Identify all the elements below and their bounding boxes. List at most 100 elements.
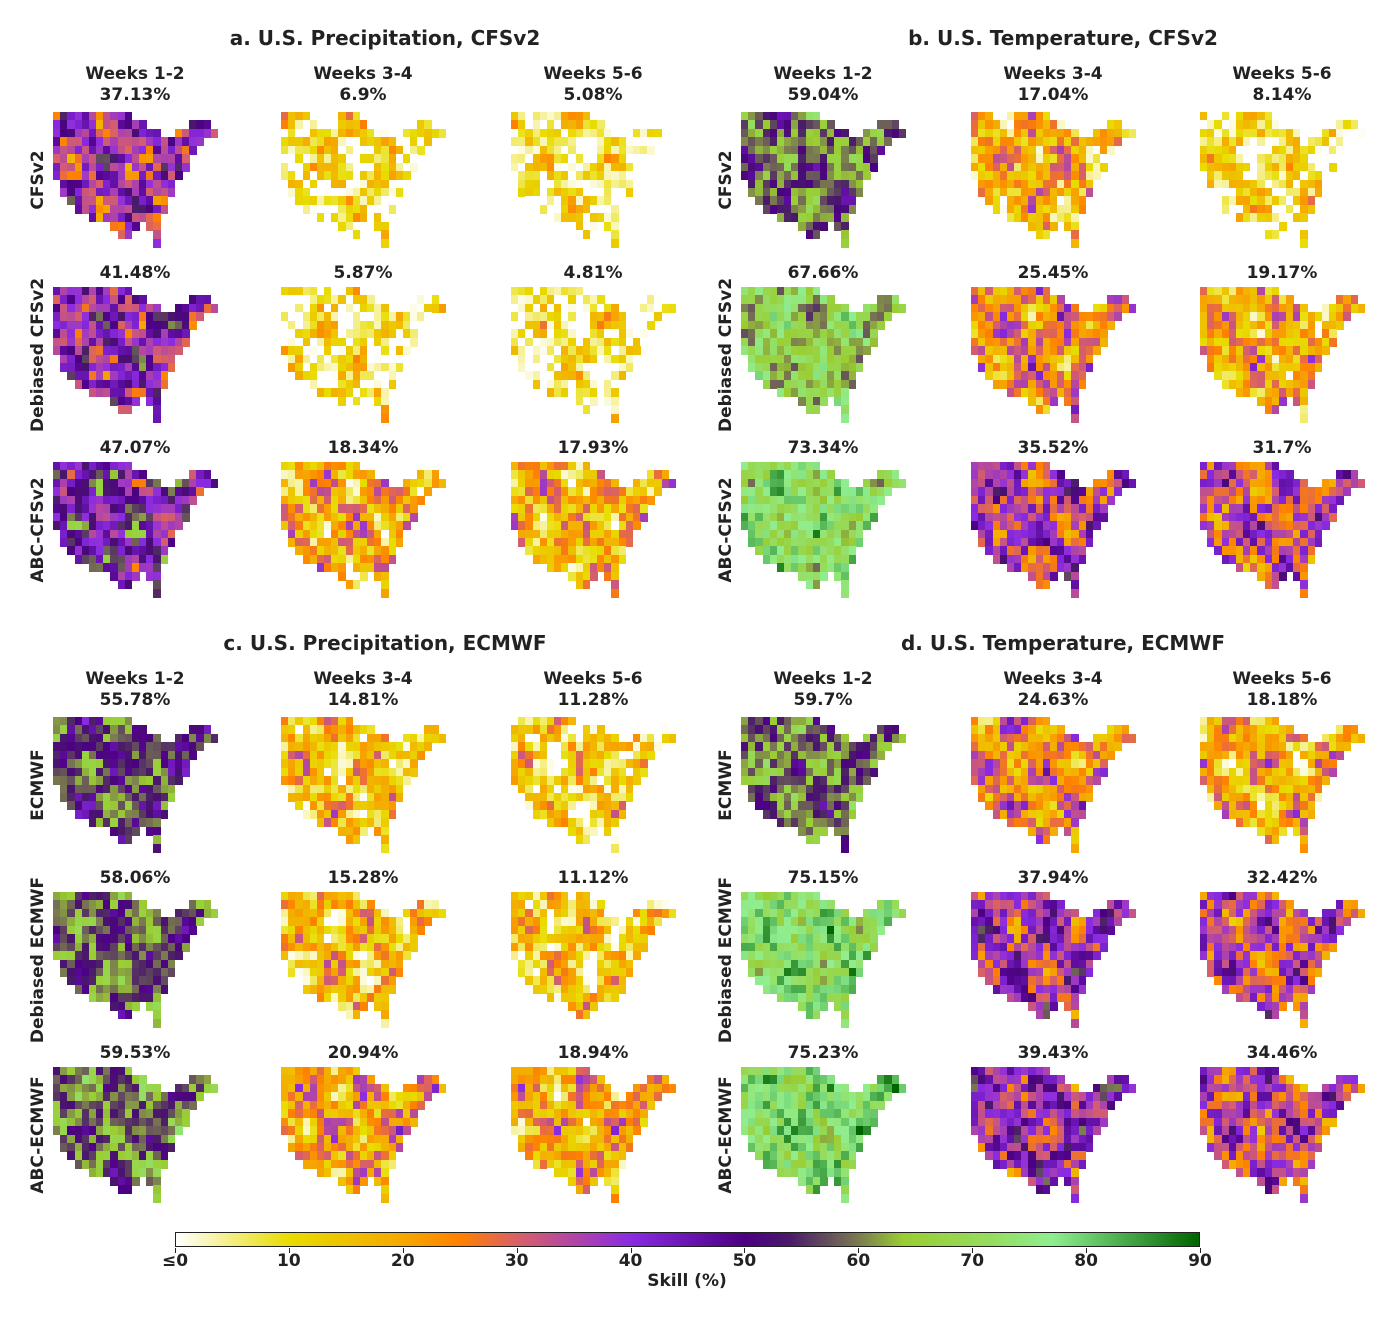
map-cell (589, 120, 598, 130)
map-cell (367, 204, 375, 214)
map-cell (597, 295, 605, 305)
map-cell (81, 295, 90, 305)
map-cell (60, 287, 68, 296)
map-cell (67, 179, 76, 189)
map-cell (359, 196, 368, 206)
map-cell (539, 204, 548, 214)
map-cell (67, 371, 76, 381)
map-cell (1321, 521, 1330, 530)
map-cell (117, 388, 126, 398)
map-cell (812, 580, 821, 590)
map-cell (324, 371, 332, 381)
map-cell (295, 187, 304, 197)
map-cell (302, 354, 311, 364)
map-cell (131, 137, 140, 147)
map-cell (103, 154, 111, 164)
map-cell (589, 329, 598, 339)
map-cell (167, 504, 176, 514)
map-cell (160, 984, 169, 994)
map-cell (654, 742, 663, 752)
map-cell (288, 470, 296, 480)
map-cell (589, 204, 598, 214)
map-cell (324, 362, 332, 372)
map-cell (532, 354, 541, 364)
map-cell (640, 329, 648, 339)
map-cell (359, 312, 368, 322)
map-cell (338, 221, 347, 231)
map-cell (124, 128, 133, 138)
map-cell (359, 470, 368, 480)
map-cell (554, 204, 562, 214)
map-cell (618, 187, 627, 197)
map-cell (96, 478, 104, 488)
map-cell (302, 346, 311, 355)
map-cell (352, 379, 361, 389)
map-cell (316, 329, 325, 339)
map-cell (139, 388, 147, 398)
map-cell (324, 287, 332, 296)
map-cell (359, 187, 368, 197)
map-cell (174, 320, 183, 330)
map-cell (546, 162, 555, 172)
map-cell (295, 179, 304, 189)
map-cell (589, 196, 598, 206)
skill-map (53, 112, 219, 248)
map-cell (582, 337, 591, 347)
map-cell (309, 145, 318, 155)
map-cell (554, 162, 562, 172)
map-cell (81, 462, 90, 471)
map-cell (295, 145, 304, 155)
map-cell (131, 546, 140, 556)
map-cell (309, 112, 318, 121)
map-cell (568, 145, 577, 155)
map-cell (518, 312, 526, 322)
map-cell (309, 295, 318, 305)
map-cell (575, 396, 584, 406)
map-cell (331, 379, 339, 389)
map-cell (174, 128, 183, 138)
map-cell (88, 154, 97, 164)
map-cell (884, 312, 893, 322)
map-cell (518, 179, 526, 189)
map-cell (153, 487, 162, 497)
map-cell (103, 120, 111, 130)
map-cell (511, 137, 519, 147)
map-cell (309, 346, 318, 355)
map-cell (575, 162, 584, 172)
map-cell (146, 521, 154, 530)
map-cell (532, 112, 541, 121)
map-cell (288, 312, 296, 322)
map-cell (518, 137, 526, 147)
map-cell (60, 112, 68, 121)
row-label: Debiased ECMWF (28, 876, 48, 1044)
map-cell (582, 329, 591, 339)
map-cell (374, 179, 382, 189)
map-cell (1071, 413, 1080, 423)
skill-value: 17.04% (1017, 85, 1089, 105)
map-cell (288, 329, 296, 339)
map-cell (96, 312, 104, 322)
map-cell (338, 171, 347, 180)
map-cell (345, 388, 354, 398)
map-cell (582, 303, 591, 313)
map-cell (1049, 396, 1058, 406)
map-cell (424, 312, 433, 322)
map-cell (539, 179, 548, 189)
map-cell (139, 337, 147, 347)
map-cell (582, 112, 591, 121)
map-cell (1128, 128, 1137, 138)
map-cell (81, 162, 90, 172)
map-cell (153, 171, 162, 180)
map-cell (819, 396, 828, 406)
map-cell (345, 120, 354, 130)
map-cell (67, 128, 76, 138)
map-cell (88, 120, 97, 130)
map-cell (367, 120, 375, 130)
map-cell (359, 379, 368, 389)
map-cell (381, 128, 390, 138)
map-cell (60, 537, 68, 547)
map-cell (160, 320, 169, 330)
map-cell (546, 354, 555, 364)
map-cell (324, 312, 332, 322)
map-cell (67, 470, 76, 480)
